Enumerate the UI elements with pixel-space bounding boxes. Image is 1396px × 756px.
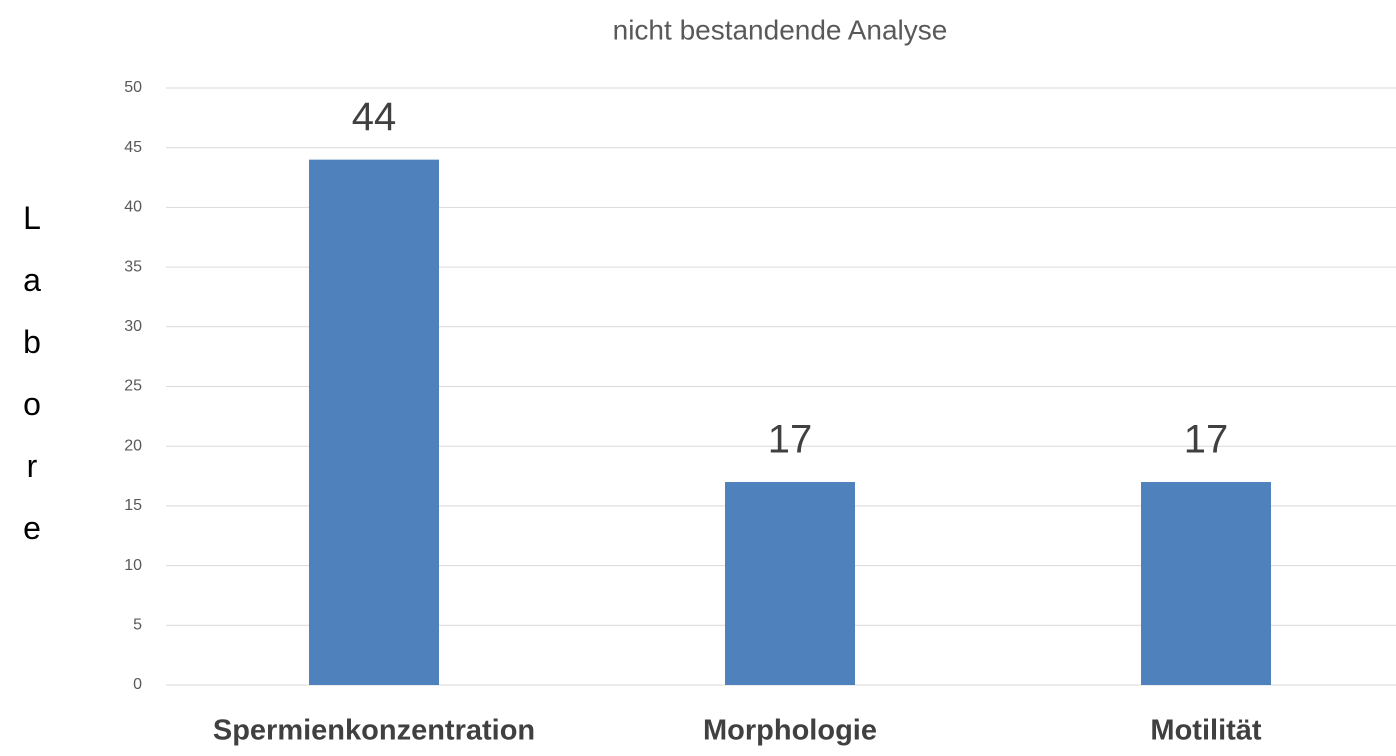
- x-tick-label: Motilität: [1150, 715, 1261, 747]
- bar: [309, 159, 439, 685]
- y-tick-label: 35: [124, 258, 142, 275]
- data-label: 17: [1184, 418, 1229, 462]
- y-tick-label: 45: [124, 139, 142, 156]
- x-tick-label: Spermienkonzentration: [213, 715, 535, 747]
- y-tick-label: 20: [124, 437, 142, 454]
- data-label: 44: [352, 95, 397, 139]
- data-label: 17: [768, 418, 813, 462]
- y-tick-label: 40: [124, 199, 142, 216]
- y-axis-label: Labore: [14, 200, 50, 572]
- chart-title: nicht bestandende Analyse: [613, 14, 948, 45]
- bar: [725, 482, 855, 685]
- y-tick-label: 0: [133, 676, 142, 693]
- y-tick-label: 10: [124, 557, 142, 574]
- y-tick-label: 30: [124, 318, 142, 335]
- y-tick-label: 50: [124, 79, 142, 96]
- x-tick-label: Morphologie: [703, 715, 877, 747]
- y-tick-label: 15: [124, 497, 142, 514]
- y-tick-label: 25: [124, 378, 142, 395]
- y-tick-label: 5: [133, 617, 142, 634]
- bar: [1141, 482, 1271, 685]
